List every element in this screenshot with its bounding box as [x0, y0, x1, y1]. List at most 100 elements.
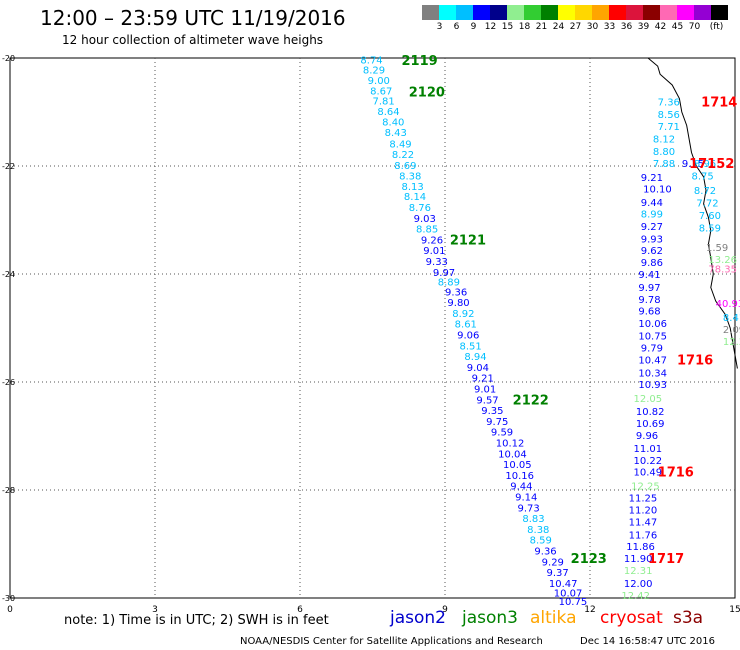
wave-height-value: 10.05	[503, 460, 532, 471]
legend-altika: altika	[530, 608, 577, 628]
color-scale-label: 9	[470, 22, 477, 32]
wave-height-value: 9.97	[638, 283, 660, 294]
wave-height-value: 8.12	[653, 134, 675, 145]
wave-height-value: 10.82	[636, 407, 665, 418]
pass-label: 1717	[648, 552, 684, 567]
y-tick-label: -26	[2, 378, 15, 387]
wave-height-value: 9.97	[433, 268, 455, 279]
color-swatch	[507, 5, 524, 20]
color-scale-label: 3	[436, 22, 443, 32]
wave-height-value: 8.74	[360, 56, 382, 67]
wave-height-value: 8.56	[658, 110, 680, 121]
wave-height-value: 8.14	[404, 192, 426, 203]
wave-height-value: 9.78	[638, 295, 660, 306]
color-swatch	[643, 5, 660, 20]
pass-label: 2123	[571, 552, 607, 567]
wave-height-value: 8.92	[452, 309, 474, 320]
wave-height-value: 9.41	[638, 270, 660, 281]
color-swatch	[626, 5, 643, 20]
wave-height-value: 9.73	[518, 503, 540, 514]
wave-height-value: 11.25	[629, 494, 658, 505]
color-swatch	[660, 5, 677, 20]
color-scale-label: 39	[637, 22, 650, 32]
wave-height-value: 11.86	[626, 542, 655, 553]
color-scale-label: 70	[688, 22, 701, 32]
wave-height-value: 10.69	[636, 419, 665, 430]
wave-height-value: 9.01	[423, 246, 445, 257]
y-tick-label: -20	[2, 54, 15, 63]
wave-height-value: 12.42	[621, 591, 650, 602]
wave-height-value: 40.93	[716, 299, 740, 310]
wave-height-value: 8.76	[409, 203, 431, 214]
wave-height-value: 10.75	[638, 332, 667, 343]
wave-height-value: 8.94	[464, 352, 486, 363]
pass-label: 1715	[689, 157, 725, 172]
wave-height-value: 8.85	[416, 225, 438, 236]
color-swatch	[541, 5, 558, 20]
x-tick-label: 6	[297, 605, 303, 615]
color-scale-label: 24	[552, 22, 565, 32]
color-swatch	[592, 5, 609, 20]
wave-height-value: 11.01	[634, 444, 663, 455]
wave-height-value: 8.59	[699, 224, 721, 235]
page-title: 12:00 – 23:59 UTC 11/19/2016	[40, 6, 346, 30]
color-scale-label: 15	[501, 22, 514, 32]
color-scale-label: 45	[671, 22, 684, 32]
wave-height-value: 9.27	[641, 222, 663, 233]
y-tick-label: -28	[2, 486, 15, 495]
color-swatch	[439, 5, 456, 20]
color-scale-label: 18	[518, 22, 531, 32]
pass-label: 2121	[450, 233, 486, 248]
color-swatch	[490, 5, 507, 20]
y-tick-label: -30	[2, 594, 15, 603]
x-tick-label: 9	[442, 605, 448, 615]
wave-height-value: 10.12	[496, 438, 525, 449]
x-tick-label: 0	[7, 605, 13, 615]
color-swatch	[456, 5, 473, 20]
wave-height-value: 11.20	[629, 505, 658, 516]
wave-height-value: 10.07	[554, 589, 583, 600]
wave-height-value: 8.29	[363, 65, 385, 76]
wave-height-value: 9.44	[510, 482, 532, 493]
legend-cryosat: cryosat	[600, 608, 663, 628]
wave-height-value: 9.15	[682, 159, 704, 170]
wave-height-value: 11.47	[629, 517, 658, 528]
wave-height-value: 9.80	[447, 298, 469, 309]
wave-height-value: 10.75	[559, 597, 588, 608]
wave-height-value: 8.72	[694, 186, 716, 197]
color-scale-label: 12	[484, 22, 497, 32]
wave-height-value: 9.57	[476, 395, 498, 406]
wave-height-value: 12.21	[723, 337, 740, 348]
wave-height-value: 9.93	[641, 234, 663, 245]
wave-height-value: 10.06	[638, 319, 667, 330]
wave-height-value: 9.33	[426, 257, 448, 268]
wave-height-value: 8.51	[460, 341, 482, 352]
wave-height-value: 8.40	[382, 118, 404, 129]
wave-height-value: 10.34	[638, 368, 667, 379]
y-tick-label: -24	[2, 270, 15, 279]
pass-label: 1716	[658, 466, 694, 481]
x-tick-label: 3	[152, 605, 158, 615]
wave-height-value: 8.69	[394, 161, 416, 172]
color-swatch	[694, 5, 711, 20]
color-swatch	[473, 5, 490, 20]
wave-height-value: 8.89	[438, 278, 460, 289]
wave-height-value: 11.90	[624, 554, 653, 565]
wave-height-value: 8.41	[723, 313, 740, 324]
x-tick-label: 12	[584, 605, 595, 615]
wave-height-value: 12.00	[624, 579, 653, 590]
wave-height-value: 8.13	[402, 182, 424, 193]
wave-height-value: 9.01	[474, 384, 496, 395]
wave-height-value: 9.68	[638, 307, 660, 318]
wave-height-value: 9.62	[641, 246, 663, 257]
color-scale-label: (ft)	[709, 22, 724, 32]
wave-height-value: 12.25	[631, 482, 660, 493]
legend-jason3: jason3	[462, 608, 518, 628]
wave-height-value: 9.44	[641, 198, 663, 209]
wave-height-value: 8.83	[522, 514, 544, 525]
footer-timestamp: Dec 14 16:58:47 UTC 2016	[580, 636, 715, 647]
color-swatch	[677, 5, 694, 20]
wave-height-value: 10.16	[505, 471, 534, 482]
color-swatch	[575, 5, 592, 20]
